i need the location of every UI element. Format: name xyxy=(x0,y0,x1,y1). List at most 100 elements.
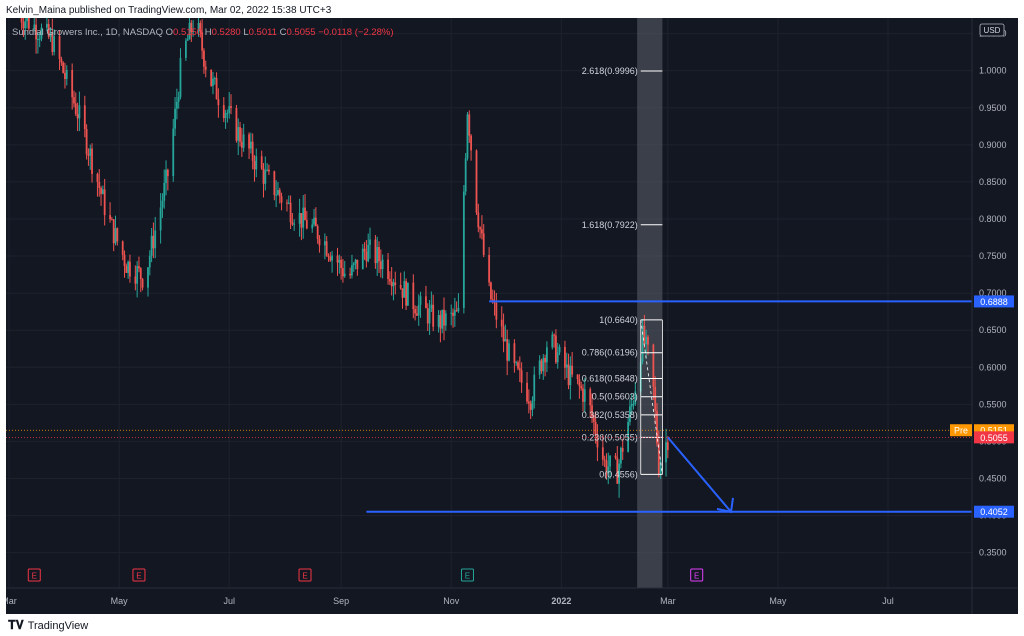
candle-body[interactable] xyxy=(129,261,131,277)
candle-body[interactable] xyxy=(51,32,54,52)
candle-body[interactable] xyxy=(502,326,505,342)
candle-body[interactable] xyxy=(453,310,456,316)
candle-body[interactable] xyxy=(569,365,572,386)
candle-body[interactable] xyxy=(336,255,339,263)
candle-body[interactable] xyxy=(618,463,620,484)
candle-body[interactable] xyxy=(327,255,330,257)
candle-body[interactable] xyxy=(85,129,88,155)
candle-body[interactable] xyxy=(634,391,637,404)
candle-body[interactable] xyxy=(488,254,491,283)
candle-body[interactable] xyxy=(592,416,595,422)
candle-body[interactable] xyxy=(338,259,341,263)
candle-body[interactable] xyxy=(616,457,619,484)
candle-body[interactable] xyxy=(426,308,429,324)
candle-body[interactable] xyxy=(468,114,471,136)
candle-body[interactable] xyxy=(277,190,279,195)
candle-body[interactable] xyxy=(116,228,119,242)
candle-body[interactable] xyxy=(457,307,460,312)
candle-body[interactable] xyxy=(172,128,175,177)
candle-body[interactable] xyxy=(305,220,308,229)
candle-body[interactable] xyxy=(103,189,106,216)
candle-body[interactable] xyxy=(340,259,343,269)
candle-body[interactable] xyxy=(255,156,258,170)
candle-body[interactable] xyxy=(407,282,409,306)
candle-body[interactable] xyxy=(367,244,370,262)
candle-body[interactable] xyxy=(150,235,153,256)
candle-body[interactable] xyxy=(53,36,56,52)
candle-body[interactable] xyxy=(567,364,570,386)
candle-body[interactable] xyxy=(163,182,166,201)
candle-body[interactable] xyxy=(582,388,584,402)
candle-body[interactable] xyxy=(91,148,93,174)
candle-body[interactable] xyxy=(98,181,101,188)
candle-body[interactable] xyxy=(545,347,548,363)
candle-body[interactable] xyxy=(387,259,389,280)
earnings-marker[interactable] xyxy=(27,568,41,582)
candle-body[interactable] xyxy=(201,32,204,51)
candle-body[interactable] xyxy=(266,169,269,171)
candle-body[interactable] xyxy=(139,268,142,279)
candle-body[interactable] xyxy=(388,279,391,282)
candle-body[interactable] xyxy=(240,141,243,148)
candle-body[interactable] xyxy=(441,309,444,329)
chart-frame[interactable]: 0(0.4556) 0.236(0.5055) 0.382(0.5358) 0.5(0… xyxy=(1,3,1018,614)
candle-body[interactable] xyxy=(47,23,50,37)
candle-body[interactable] xyxy=(632,403,635,405)
candle-body[interactable] xyxy=(275,194,278,196)
candle-body[interactable] xyxy=(125,266,128,273)
candle-body[interactable] xyxy=(76,114,79,119)
candle-body[interactable] xyxy=(665,442,667,463)
candle-body[interactable] xyxy=(538,360,541,375)
candle-body[interactable] xyxy=(35,24,37,40)
candle-body[interactable] xyxy=(134,276,137,284)
candle-body[interactable] xyxy=(112,219,115,244)
currency-box[interactable] xyxy=(979,23,1005,37)
candle-body[interactable] xyxy=(46,23,48,28)
candle-body[interactable] xyxy=(212,78,214,86)
candle-body[interactable] xyxy=(647,336,649,345)
candle-body[interactable] xyxy=(318,238,321,246)
candle-body[interactable] xyxy=(607,466,610,474)
candle-body[interactable] xyxy=(369,239,371,245)
candle-body[interactable] xyxy=(652,344,655,387)
candle-body[interactable] xyxy=(379,261,382,270)
candle-body[interactable] xyxy=(152,235,155,249)
candle-body[interactable] xyxy=(365,251,368,262)
candle-body[interactable] xyxy=(89,148,92,156)
candle-body[interactable] xyxy=(374,239,377,264)
candle-body[interactable] xyxy=(527,401,530,404)
candle-body[interactable] xyxy=(235,108,238,141)
candle-body[interactable] xyxy=(73,97,75,104)
candle-body[interactable] xyxy=(437,315,440,327)
candle-body[interactable] xyxy=(291,222,294,225)
candle-body[interactable] xyxy=(520,370,523,383)
candle-body[interactable] xyxy=(121,241,124,255)
candle-body[interactable] xyxy=(230,106,232,109)
candle-body[interactable] xyxy=(491,299,494,301)
candle-body[interactable] xyxy=(564,346,566,368)
candle-body[interactable] xyxy=(136,266,139,284)
candle-body[interactable] xyxy=(553,334,556,336)
candle-body[interactable] xyxy=(20,11,23,23)
candle-body[interactable] xyxy=(540,360,543,372)
candle-body[interactable] xyxy=(278,190,281,197)
candle-body[interactable] xyxy=(551,334,554,348)
candle-body[interactable] xyxy=(526,382,528,402)
candle-body[interactable] xyxy=(188,22,191,40)
candle-body[interactable] xyxy=(36,38,39,40)
candle-body[interactable] xyxy=(603,459,606,461)
candle-body[interactable] xyxy=(316,226,319,239)
candle-body[interactable] xyxy=(578,379,581,386)
candle-body[interactable] xyxy=(629,406,631,422)
candle-body[interactable] xyxy=(555,335,557,363)
candle-body[interactable] xyxy=(414,309,417,314)
candle-body[interactable] xyxy=(416,313,418,316)
candle-body[interactable] xyxy=(583,389,586,402)
candle-body[interactable] xyxy=(432,304,435,327)
candle-body[interactable] xyxy=(444,313,447,326)
candle-body[interactable] xyxy=(399,285,402,289)
candle-body[interactable] xyxy=(630,404,633,407)
earnings-marker[interactable] xyxy=(298,568,312,582)
candle-body[interactable] xyxy=(417,304,420,316)
candle-body[interactable] xyxy=(101,189,104,195)
